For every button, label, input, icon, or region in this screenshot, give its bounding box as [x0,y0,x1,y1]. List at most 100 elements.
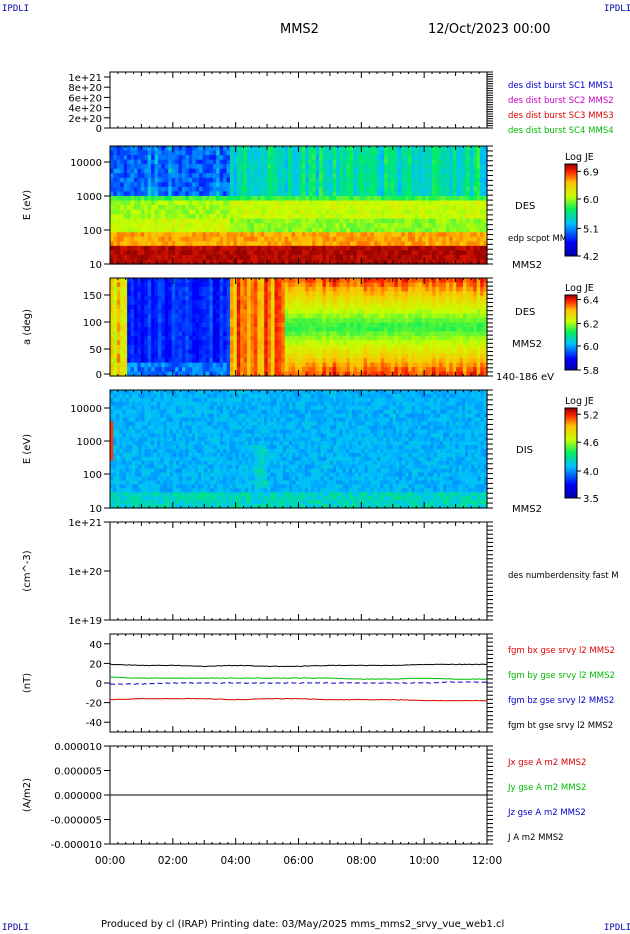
des-pitch-cell [267,340,272,346]
des-energy-cell [332,150,337,156]
des-energy-cell [353,259,358,265]
des-energy-cell [205,173,210,179]
des-pitch-cell [223,367,228,373]
des-energy-cell [301,186,306,192]
des-energy-cell [473,195,478,202]
des-energy-cell [322,164,327,170]
des-energy-cell [439,241,444,247]
des-pitch-cell [247,327,252,333]
des-energy-cell [449,241,454,247]
des-pitch-cell [271,349,276,355]
des-energy-cell [236,195,241,202]
des-energy-cell [199,182,204,188]
des-energy-cell [247,259,252,265]
des-energy-cell [442,173,447,179]
des-energy-cell [120,259,125,265]
des-energy-cell [154,191,159,197]
des-energy-cell [171,209,176,215]
des-energy-cell [178,200,183,206]
des-energy-cell [216,173,221,179]
des-energy-cell [373,241,378,247]
des-pitch-cell [264,349,269,355]
des-energy-cell [212,254,217,261]
des-pitch-cell [209,278,214,284]
des-energy-cell [411,159,416,165]
des-pitch-cell [295,322,300,328]
des-pitch-cell [116,295,121,301]
des-pitch-cell [192,286,197,292]
des-energy-cell [264,245,269,251]
des-pitch-cell [202,300,207,306]
des-energy-cell [284,236,289,242]
des-energy-cell [171,177,176,183]
des-pitch-cell [336,358,341,364]
des-pitch-cell [130,327,135,333]
des-energy-cell [473,236,478,242]
des-pitch-cell [349,371,354,377]
des-pitch-cell [219,304,224,310]
des-pitch-cell [236,358,241,364]
des-energy-cell [387,177,392,183]
des-energy-cell [154,250,159,256]
des-energy-cell [466,155,471,161]
des-energy-cell [449,205,454,211]
des-energy-cell [308,227,313,233]
des-energy-cell [250,245,255,251]
des-energy-cell [168,146,173,152]
des-pitch-cell [140,340,145,346]
des-pitch-cell [123,291,128,297]
des-energy-cell [305,209,310,215]
des-energy-cell [312,177,317,183]
des-energy-cell [199,191,204,197]
des-pitch-cell [332,295,337,301]
des-energy-cell [339,236,344,242]
des-energy-cell [133,227,139,233]
des-pitch-cell [264,313,269,319]
des-pitch-cell [192,340,197,346]
des-pitch-cell [267,362,272,368]
des-pitch-cell [195,371,200,377]
des-energy-cell [394,241,399,247]
des-energy-cell [339,164,344,170]
des-pitch-cell [391,286,396,292]
des-energy-cell [264,232,269,238]
des-pitch-cell [253,318,258,324]
des-pitch-cell [216,340,221,346]
des-pitch-cell [175,286,180,292]
des-pitch-cell [312,358,317,364]
des-pitch-cell [130,362,135,368]
des-energy-cell [336,214,341,220]
des-pitch-cell [205,295,210,301]
des-energy-cell [298,241,303,247]
des-pitch-cell [202,327,207,333]
des-energy-cell [116,195,121,202]
des-energy-cell [260,227,265,233]
des-energy-cell [384,214,389,220]
des-energy-panel-y-tick-label: 10000 [70,158,102,169]
des-pitch-cell [202,331,207,337]
des-energy-cell [127,164,132,170]
des-energy-cell [301,236,306,242]
des-pitch-cell [370,362,375,368]
des-pitch-cell [181,304,186,310]
des-pitch-cell [219,353,224,359]
des-pitch-cell [181,340,186,346]
des-pitch-cell [250,335,255,341]
des-energy-cell [284,195,289,202]
des-pitch-cell [247,282,252,288]
des-pitch-cell [353,295,358,301]
des-energy-scpot-side-label: edp scpot MMS2 [508,234,578,244]
des-energy-cell [315,245,320,251]
des-energy-cell [229,205,234,211]
des-pitch-cell [154,278,159,284]
des-pitch-cell [137,304,142,310]
des-energy-cell [387,155,392,161]
des-pitch-cell [394,335,399,341]
des-pitch-cell [319,304,324,310]
des-energy-cell [411,191,416,197]
des-pitch-cell [250,282,255,288]
des-pitch-cell [116,304,121,310]
des-energy-cell [195,191,200,197]
des-pitch-cell [127,340,132,346]
des-pitch-cell [151,362,156,368]
